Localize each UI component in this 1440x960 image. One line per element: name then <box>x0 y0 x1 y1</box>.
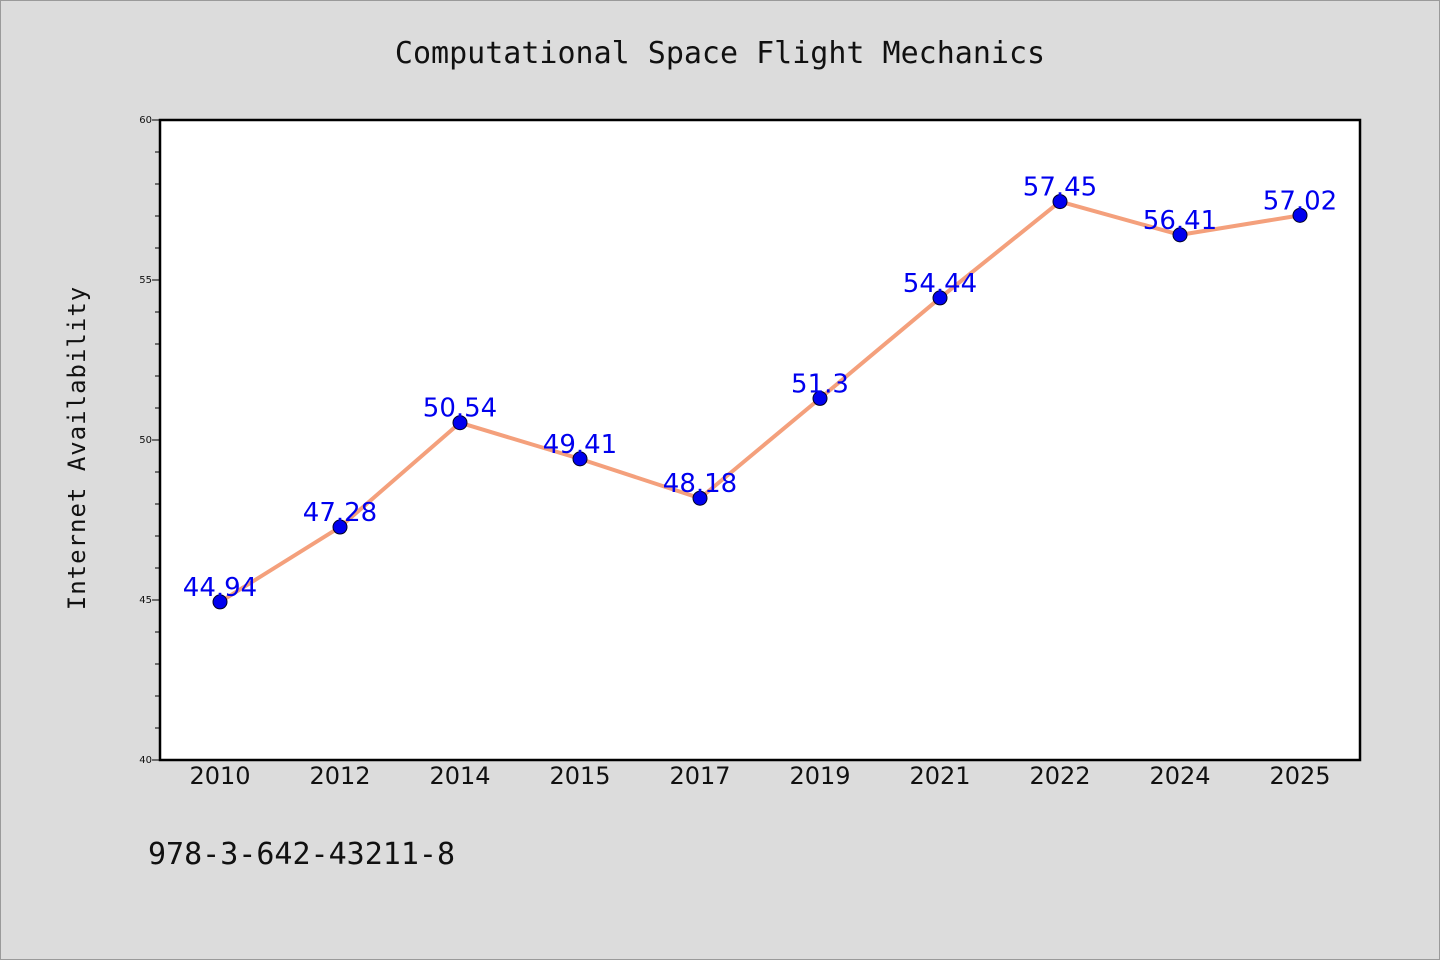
x-tick-label: 2019 <box>789 762 850 790</box>
x-tick-label: 2022 <box>1029 762 1090 790</box>
y-axis-ticks: 40 45 50 55 60 <box>139 115 160 766</box>
y-tick-label: 55 <box>139 275 152 286</box>
data-series: 44.94 47.28 50.54 49.41 48.18 51.3 54.44 57.45 5… <box>183 173 1337 610</box>
x-tick-label: 2024 <box>1149 762 1210 790</box>
plot-area <box>158 118 1362 762</box>
x-axis-ticks: 2010 2012 2014 2015 2017 2019 2021 2022 2024 2025 <box>189 762 1330 790</box>
data-point-label: 57.02 <box>1263 186 1337 216</box>
series-line <box>218 199 1302 604</box>
data-point-marker <box>1292 207 1308 223</box>
data-point-marker <box>692 490 708 506</box>
y-axis-label: Internet Availability <box>63 286 91 610</box>
x-tick-label: 2014 <box>429 762 490 790</box>
y-tick-label: 60 <box>139 115 152 126</box>
y-tick-label: 50 <box>139 435 152 446</box>
data-point-label: 50.54 <box>423 394 497 424</box>
data-point-marker <box>1172 227 1188 243</box>
data-point-label: 48.18 <box>663 469 737 499</box>
data-point-label: 51.3 <box>791 369 849 399</box>
data-point-label: 44.94 <box>183 573 257 603</box>
y-tick-label: 45 <box>139 595 152 606</box>
data-point-label: 57.45 <box>1023 173 1097 203</box>
x-tick-label: 2021 <box>909 762 970 790</box>
data-point-label: 49.41 <box>543 430 617 460</box>
x-tick-label: 2010 <box>189 762 250 790</box>
data-point-marker <box>812 390 828 406</box>
data-point-marker <box>572 451 588 467</box>
isbn-label: 978-3-642-43211-8 <box>148 837 455 872</box>
x-tick-label: 2017 <box>669 762 730 790</box>
data-point-marker <box>332 519 348 535</box>
data-point-marker <box>1052 194 1068 210</box>
data-point-label: 54.44 <box>903 269 977 299</box>
data-point-label: 56.41 <box>1143 206 1217 236</box>
data-point-marker <box>212 594 228 610</box>
x-tick-label: 2015 <box>549 762 610 790</box>
data-point-marker <box>932 290 948 306</box>
y-tick-label: 40 <box>139 755 152 766</box>
data-point-label: 47.28 <box>303 498 377 528</box>
x-tick-label: 2025 <box>1269 762 1330 790</box>
chart-title: Computational Space Flight Mechanics <box>395 36 1045 71</box>
data-point-marker <box>452 415 468 431</box>
x-tick-label: 2012 <box>309 762 370 790</box>
